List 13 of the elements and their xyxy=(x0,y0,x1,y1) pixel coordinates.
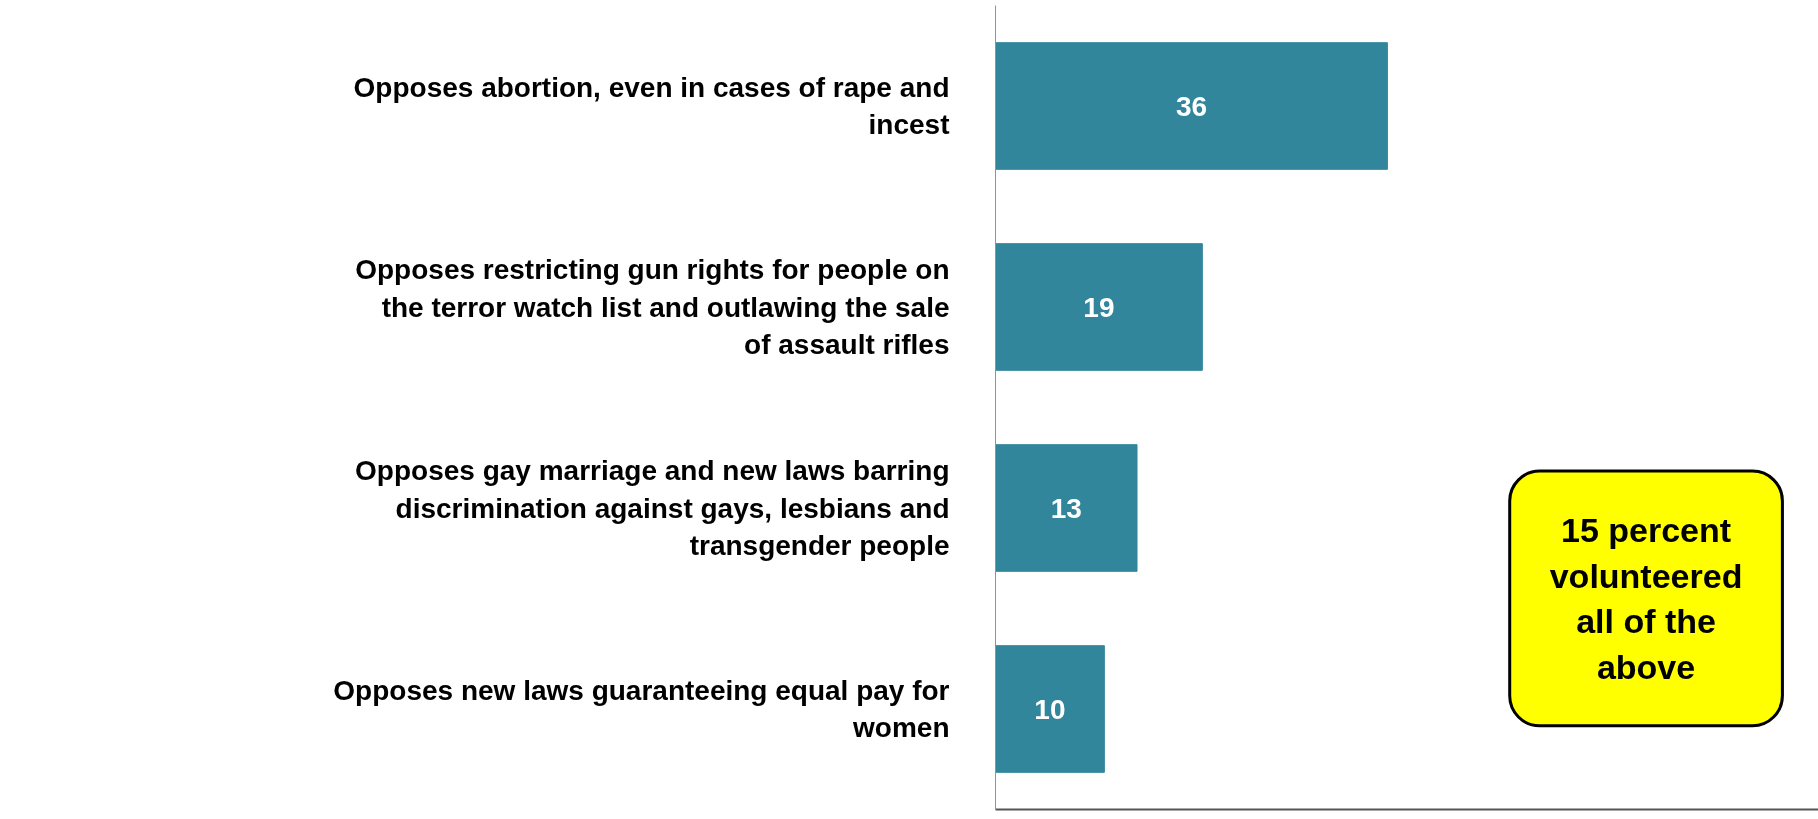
data-label: 13 xyxy=(1050,492,1082,524)
data-label: 19 xyxy=(1083,291,1115,323)
bar xyxy=(995,42,1388,170)
y-tick-label: Opposes new laws guaranteeing equal pay for women xyxy=(333,674,950,744)
data-label: 36 xyxy=(1175,90,1208,122)
data-label: 10 xyxy=(1034,693,1066,725)
bar xyxy=(995,243,1203,371)
text: 15 percent volunteered all of the above xyxy=(1549,511,1743,686)
y-tick-label: Opposes abortion, even in cases of rape and incest xyxy=(353,71,950,141)
y-tick-label: Opposes restricting gun rights for people on the terror watch list and outlawing the sale of assault rifles xyxy=(355,254,950,360)
bar xyxy=(995,444,1138,572)
bar xyxy=(995,645,1105,773)
y-tick-label: Opposes gay marriage and new laws barring discrimination against gays, lesbians and transgender people xyxy=(355,455,950,561)
